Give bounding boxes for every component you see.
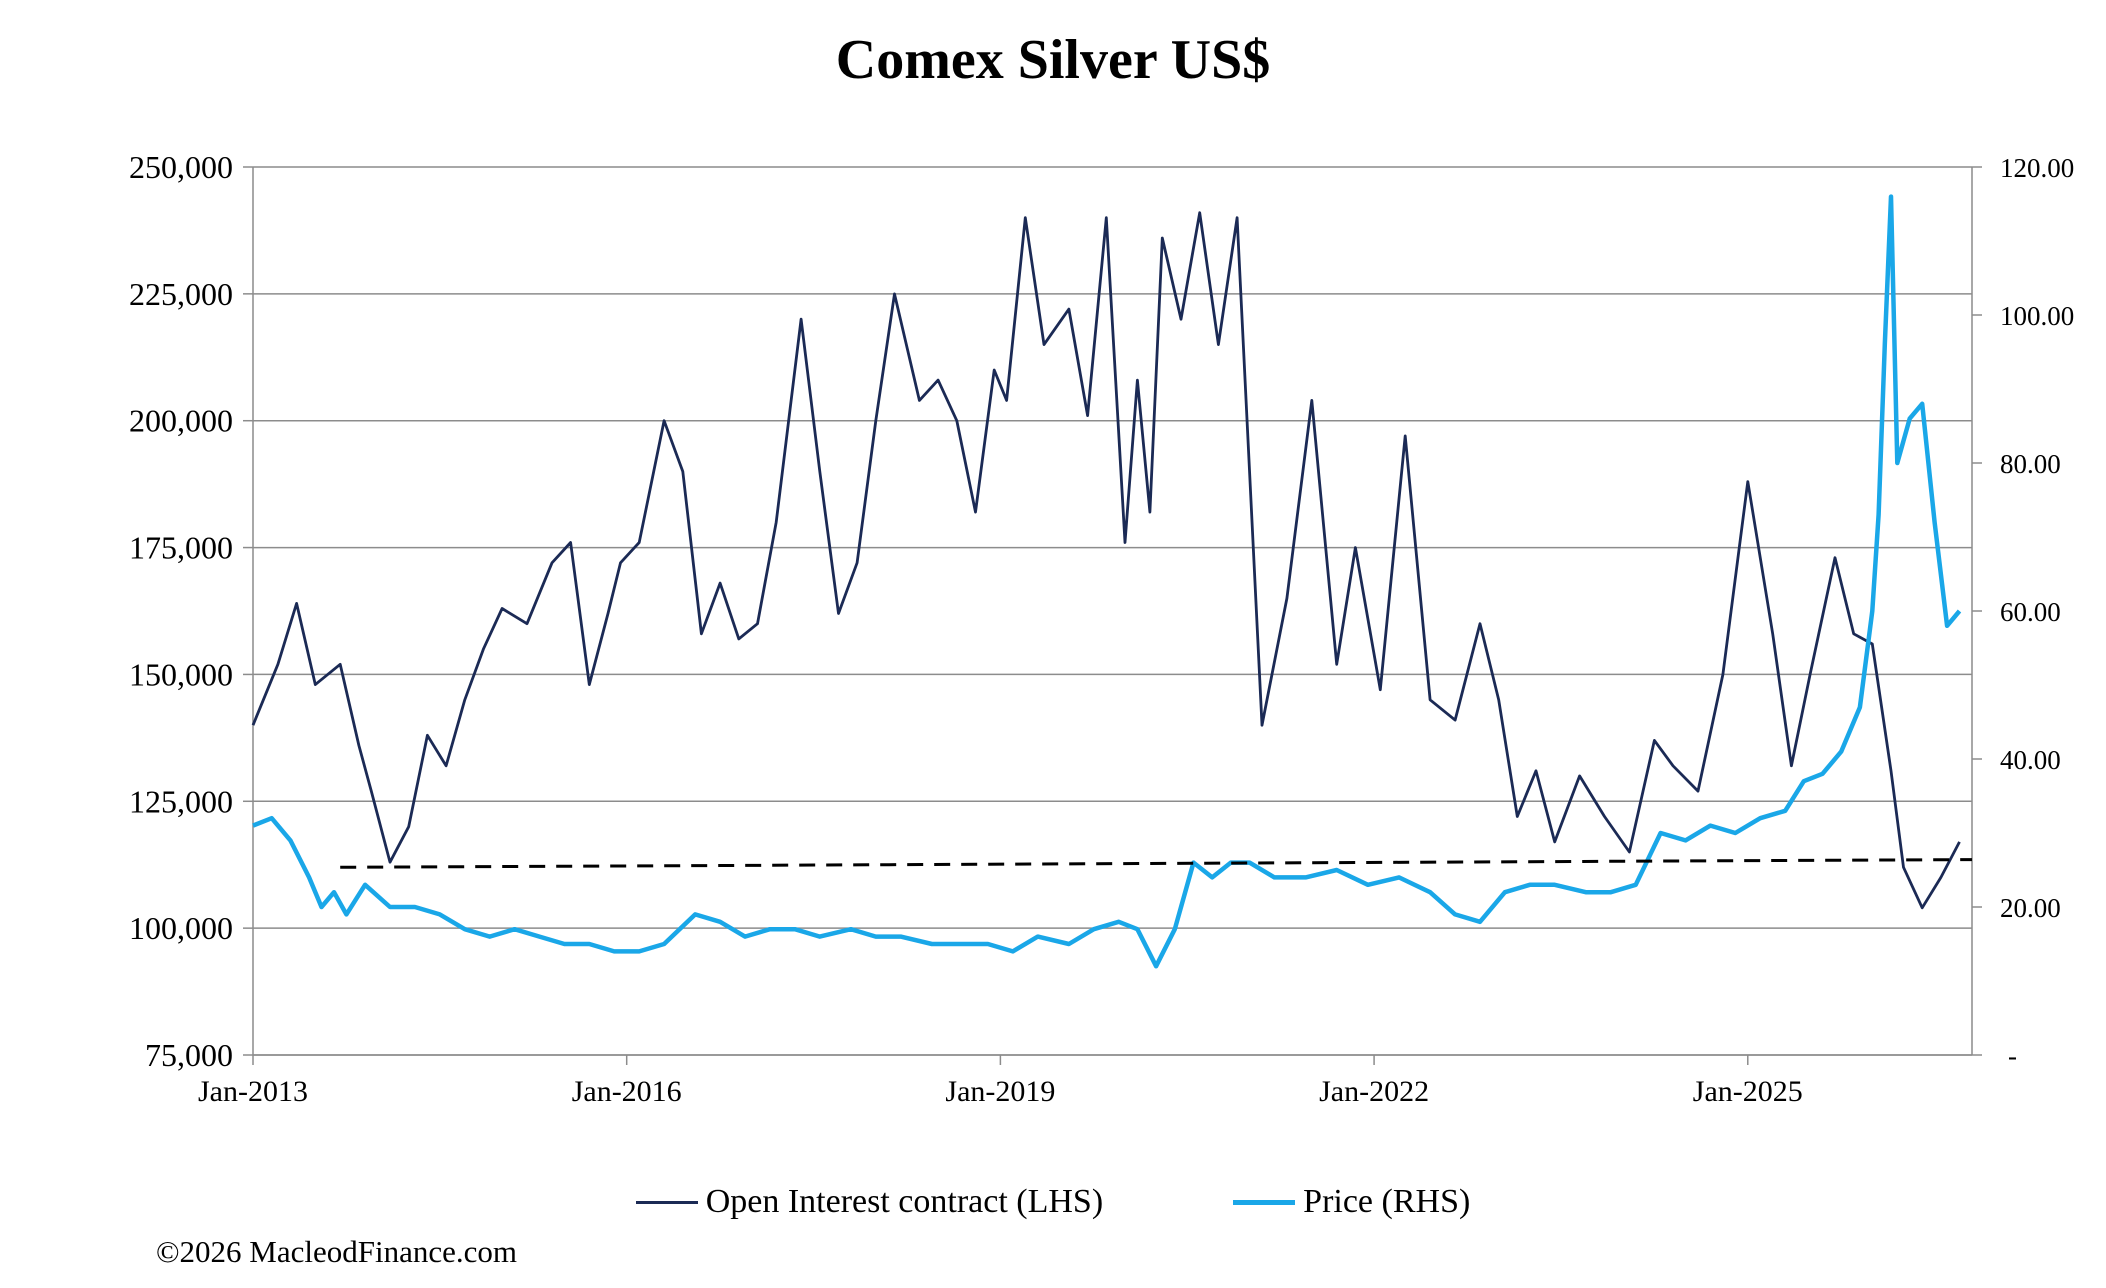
- y-right-tick-label: 20.00: [2000, 893, 2061, 923]
- legend-swatch-price: [1233, 1199, 1296, 1205]
- legend-item-price: Price (RHS): [1233, 1183, 1470, 1221]
- y-left-tick-label: 225,000: [129, 276, 233, 312]
- legend: Open Interest contract (LHS) Price (RHS): [0, 1183, 2106, 1221]
- trend-line-dashed: [340, 858, 1973, 869]
- series-lines: [251, 194, 1973, 969]
- y-right-tick-label: 100.00: [2000, 301, 2074, 331]
- legend-label-open-interest: Open Interest contract (LHS): [705, 1183, 1104, 1220]
- x-tick-label: Jan-2013: [198, 1075, 308, 1108]
- y-left-tick-label: 175,000: [129, 530, 233, 566]
- y-left-tick-label: 200,000: [129, 403, 233, 439]
- copyright-text: ©2026 MacleodFinance.com: [156, 1234, 518, 1269]
- series-line-price: [252, 194, 1962, 969]
- y-right-tick-label: 60.00: [2000, 597, 2061, 627]
- y-left-tick-label: 75,000: [145, 1037, 233, 1073]
- y-left-tick-label: 100,000: [129, 910, 233, 946]
- y-left-tick-label: 125,000: [129, 783, 233, 819]
- y-right-tick-label: 80.00: [2000, 449, 2061, 479]
- chart-title: Comex Silver US$: [835, 29, 1271, 91]
- y-right-tick-label: -: [2008, 1041, 2017, 1071]
- y-right-tick-label: 120.00: [2000, 153, 2074, 183]
- legend-label-price: Price (RHS): [1303, 1183, 1471, 1220]
- x-tick-label: Jan-2019: [945, 1075, 1055, 1108]
- tick-labels: 75,000 100,000 125,000 150,000 175,000 200,00…: [129, 149, 2074, 1108]
- x-tick-label: Jan-2022: [1319, 1075, 1429, 1108]
- axes: [243, 166, 1982, 1065]
- y-left-tick-label: 250,000: [129, 149, 233, 185]
- legend-swatch-open-interest: [635, 1200, 698, 1204]
- legend-item-open-interest: Open Interest contract (LHS): [635, 1183, 1104, 1221]
- series-line-open-interest: [251, 211, 1961, 910]
- y-left-tick-label: 150,000: [129, 656, 233, 692]
- x-tick-label: Jan-2025: [1693, 1075, 1803, 1108]
- x-tick-label: Jan-2016: [572, 1075, 682, 1108]
- y-right-tick-label: 40.00: [2000, 745, 2061, 775]
